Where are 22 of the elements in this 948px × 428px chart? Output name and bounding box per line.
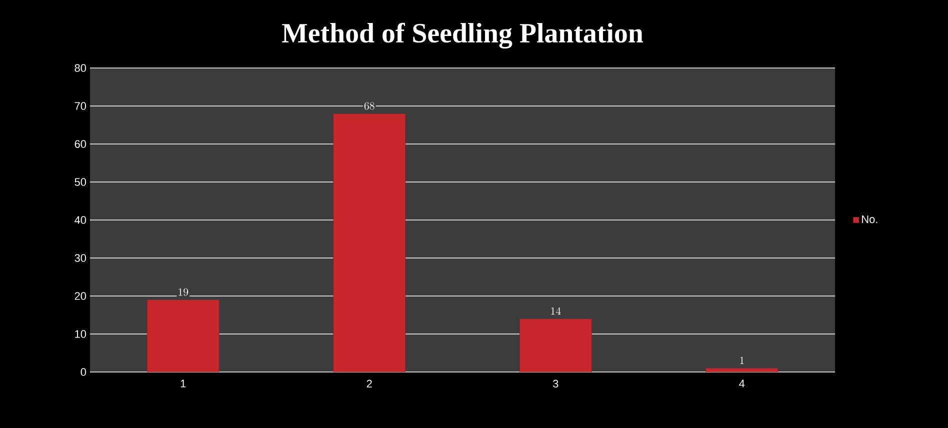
legend-label: No.: [862, 215, 878, 224]
y-tick-label: 80: [74, 64, 86, 72]
x-tick-label: 4: [739, 380, 745, 388]
x-tick-label: 3: [553, 380, 558, 388]
bar: [333, 113, 406, 372]
chart-title: Method of Seedling Plantation: [282, 22, 644, 48]
x-tick-label: 1: [180, 380, 186, 388]
y-tick-label: 50: [74, 178, 86, 186]
data-label: 68: [364, 102, 374, 110]
y-tick-label: 70: [74, 102, 86, 110]
y-tick-label: 40: [74, 216, 86, 224]
bar: [146, 300, 220, 372]
data-label: 19: [178, 288, 188, 296]
y-tick-label: 30: [74, 254, 86, 262]
y-tick-label: 0: [80, 368, 86, 376]
data-label: 14: [551, 307, 561, 315]
bar: [519, 318, 592, 372]
data-label: 1: [740, 356, 744, 364]
y-tick-label: 10: [75, 330, 86, 338]
x-tick-label: 2: [366, 380, 372, 388]
y-tick-label: 60: [74, 140, 86, 148]
y-tick-label: 20: [74, 292, 86, 300]
